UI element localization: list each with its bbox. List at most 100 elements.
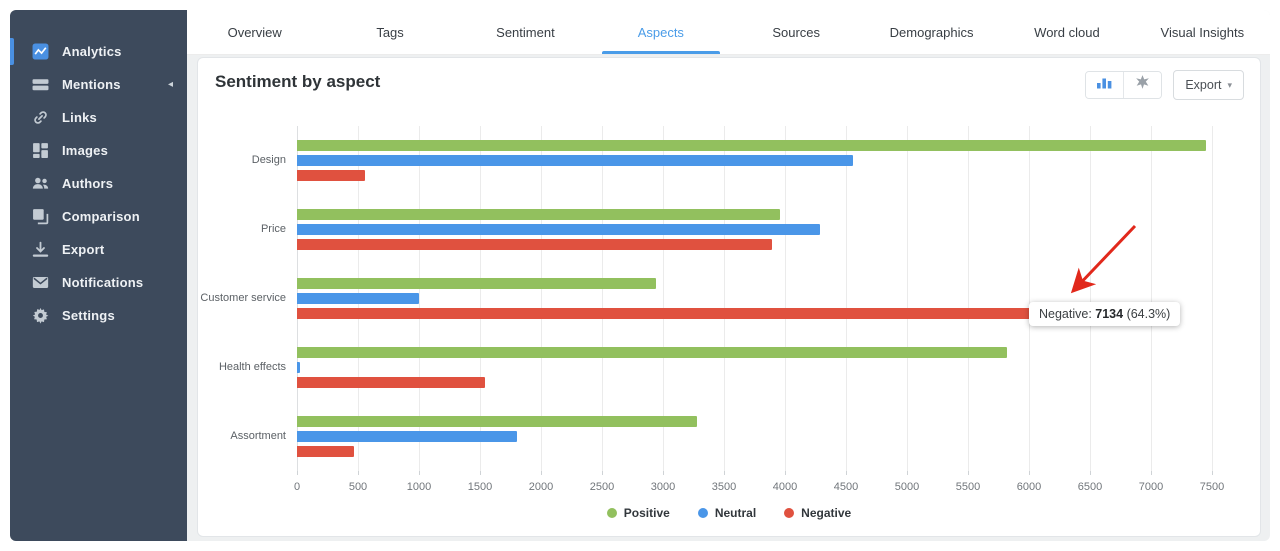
bar-health-effects-negative[interactable] xyxy=(297,377,485,388)
legend-item-negative[interactable]: Negative xyxy=(784,506,851,520)
export-icon xyxy=(32,241,49,258)
gridline xyxy=(480,126,481,471)
active-indicator xyxy=(10,170,14,197)
bar-design-neutral[interactable] xyxy=(297,155,854,166)
category-label: Assortment xyxy=(230,429,286,442)
gridline xyxy=(906,126,908,471)
gridline xyxy=(968,126,969,471)
plot-area: Negative: 7134 (64.3%) 0 500 1000 1500 2000 2… xyxy=(294,126,1224,493)
settings-icon xyxy=(32,307,49,324)
active-indicator xyxy=(10,71,14,98)
gridline xyxy=(724,126,725,471)
tab-aspects[interactable]: Aspects xyxy=(593,10,728,54)
bar-price-negative[interactable] xyxy=(297,239,772,250)
tab-overview[interactable]: Overview xyxy=(227,24,282,40)
bar-health-effects-positive[interactable] xyxy=(297,347,1008,358)
bar-price-positive[interactable] xyxy=(297,209,781,220)
tooltip-percent: (64.3%) xyxy=(1123,307,1171,321)
x-axis-tick-label: 6000 xyxy=(1016,481,1042,493)
bar-assortment-negative[interactable] xyxy=(297,446,355,457)
legend-label: Neutral xyxy=(714,506,757,520)
x-axis-tick-label: 2000 xyxy=(528,481,554,493)
sidebar-item-comparison[interactable]: Comparison xyxy=(10,200,187,233)
export-button[interactable]: Export ▾ xyxy=(1173,70,1244,100)
x-axis-tick-label: 3000 xyxy=(650,481,676,493)
main-area: Overview Tags Sentiment Aspects Sources Demog… xyxy=(187,10,1270,541)
tab-sources[interactable]: Sources xyxy=(772,24,821,40)
radar-chart-view-button[interactable] xyxy=(1123,72,1162,98)
x-axis-tick-label: 5000 xyxy=(894,481,920,493)
legend-item-positive[interactable]: Positive xyxy=(606,506,670,520)
legend-label: Negative xyxy=(801,506,852,520)
tab-demographics[interactable]: Demographics xyxy=(889,24,974,40)
x-axis-tick-label: 1000 xyxy=(406,481,432,493)
category-label: Design xyxy=(251,153,286,166)
mentions-icon xyxy=(32,76,49,93)
x-axis-tick-label: 4000 xyxy=(772,481,798,493)
axis-tick xyxy=(724,471,725,475)
gridline xyxy=(846,126,847,471)
category-label: Price xyxy=(260,222,286,235)
axis-tick xyxy=(663,471,664,475)
gridline xyxy=(541,126,542,471)
sidebar-item-label: Export xyxy=(62,242,105,257)
active-indicator xyxy=(10,269,14,296)
bar-price-neutral[interactable] xyxy=(297,224,821,235)
bar-design-negative[interactable] xyxy=(297,170,366,181)
tab-sentiment[interactable]: Sentiment xyxy=(496,24,555,40)
legend-dot-icon xyxy=(784,508,795,518)
bar-customer-service-neutral[interactable] xyxy=(297,293,419,304)
bar-assortment-neutral[interactable] xyxy=(297,431,517,442)
tab-tags[interactable]: Tags xyxy=(376,24,404,40)
category-label: Health effects xyxy=(218,360,286,373)
legend-label: Positive xyxy=(623,506,670,520)
sidebar-item-analytics[interactable]: Analytics xyxy=(10,35,187,68)
authors-icon xyxy=(32,175,49,192)
axis-tick xyxy=(906,471,908,475)
sidebar: Analytics Mentions ◂ Links Images Authors Comp… xyxy=(10,10,187,541)
chart-card: Sentiment by aspect Export xyxy=(197,57,1261,537)
x-axis-tick-label: 1500 xyxy=(467,481,493,493)
axis-tick xyxy=(541,471,542,475)
legend-dot-icon xyxy=(697,508,708,518)
gridline xyxy=(601,126,603,471)
sidebar-item-notifications[interactable]: Notifications xyxy=(10,266,187,299)
axis-tick xyxy=(968,471,969,475)
bar-customer-service-negative[interactable] xyxy=(297,308,1168,319)
chevron-down-icon: ▾ xyxy=(1227,79,1232,90)
radar-chart-icon xyxy=(1134,74,1151,96)
x-axis-tick-label: 5500 xyxy=(955,481,981,493)
sidebar-item-mentions[interactable]: Mentions ◂ xyxy=(10,68,187,101)
sidebar-item-export[interactable]: Export xyxy=(10,233,187,266)
active-indicator xyxy=(10,137,14,164)
sidebar-item-label: Authors xyxy=(62,176,114,191)
x-axis-tick-label: 2500 xyxy=(589,481,615,493)
link-icon xyxy=(32,109,49,126)
notifications-icon xyxy=(32,274,49,291)
legend-item-neutral[interactable]: Neutral xyxy=(697,506,757,520)
gridline xyxy=(1212,126,1213,471)
sidebar-item-settings[interactable]: Settings xyxy=(10,299,187,332)
active-indicator xyxy=(10,104,14,131)
sidebar-item-authors[interactable]: Authors xyxy=(10,167,187,200)
collapse-arrow-icon[interactable]: ◂ xyxy=(167,79,173,90)
tab-visual-insights[interactable]: Visual Insights xyxy=(1160,24,1245,40)
bar-health-effects-neutral[interactable] xyxy=(297,362,301,373)
sidebar-item-label: Notifications xyxy=(62,275,144,290)
bar-chart-view-button[interactable] xyxy=(1086,72,1124,98)
axis-tick xyxy=(785,471,786,475)
category-label: Customer service xyxy=(200,291,286,304)
tab-bar: Overview Tags Sentiment Aspects Sources Demog… xyxy=(187,10,1270,55)
tab-word-cloud[interactable]: Word cloud xyxy=(1034,24,1100,40)
axis-tick xyxy=(1212,471,1213,475)
tooltip-series-label: Negative: xyxy=(1039,307,1096,321)
axis-tick xyxy=(1029,471,1030,475)
bar-customer-service-positive[interactable] xyxy=(297,278,656,289)
sidebar-item-images[interactable]: Images xyxy=(10,134,187,167)
gridline xyxy=(419,126,420,471)
bar-assortment-positive[interactable] xyxy=(297,416,698,427)
bar-design-positive[interactable] xyxy=(297,140,1206,151)
analytics-icon xyxy=(32,43,49,60)
sidebar-item-links[interactable]: Links xyxy=(10,101,187,134)
sidebar-item-label: Mentions xyxy=(62,77,121,92)
